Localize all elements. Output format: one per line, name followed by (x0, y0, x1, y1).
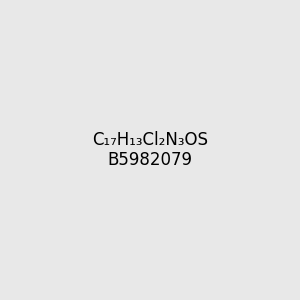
Text: C₁₇H₁₃Cl₂N₃OS
B5982079: C₁₇H₁₃Cl₂N₃OS B5982079 (92, 130, 208, 170)
